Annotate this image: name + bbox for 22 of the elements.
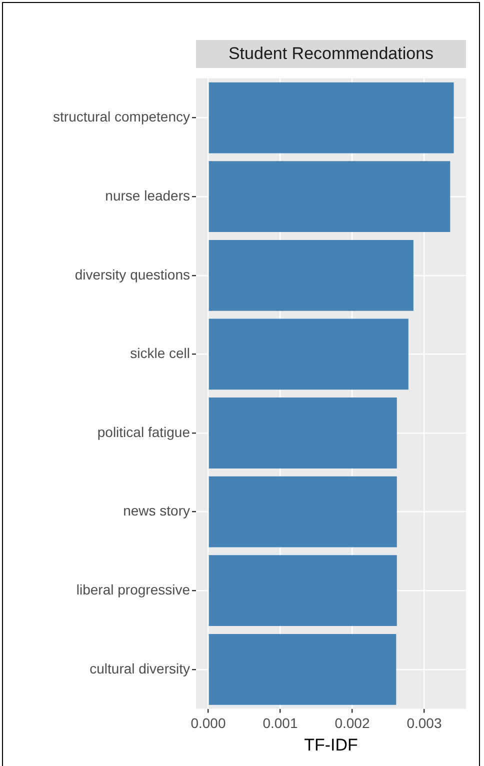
- bar: [208, 318, 408, 390]
- bar: [208, 634, 396, 705]
- y-tick-label: diversity questions: [74, 266, 190, 282]
- y-tick-label: political fatigue: [97, 424, 190, 440]
- x-tick-label: 0.001: [262, 715, 298, 732]
- x-tick-label: 0.003: [406, 715, 442, 732]
- y-tick-label: news story: [123, 502, 190, 519]
- x-axis-title: TF-IDF: [304, 735, 358, 754]
- y-tick-label: structural competency: [53, 108, 190, 125]
- bar: [208, 240, 414, 311]
- x-tick-label: 0.000: [190, 715, 226, 732]
- bar: [208, 161, 450, 232]
- y-tick-label: cultural diversity: [90, 660, 190, 676]
- bar: [208, 398, 397, 468]
- y-tick-label: sickle cell: [130, 345, 190, 362]
- bar: [208, 82, 454, 154]
- bar: [208, 555, 397, 626]
- bar: [208, 476, 397, 548]
- y-tick-label: liberal progressive: [76, 581, 190, 598]
- chart-title: Student Recommendations: [196, 40, 466, 68]
- x-tick-label: 0.002: [334, 715, 370, 732]
- y-tick-label: nurse leaders: [105, 187, 190, 204]
